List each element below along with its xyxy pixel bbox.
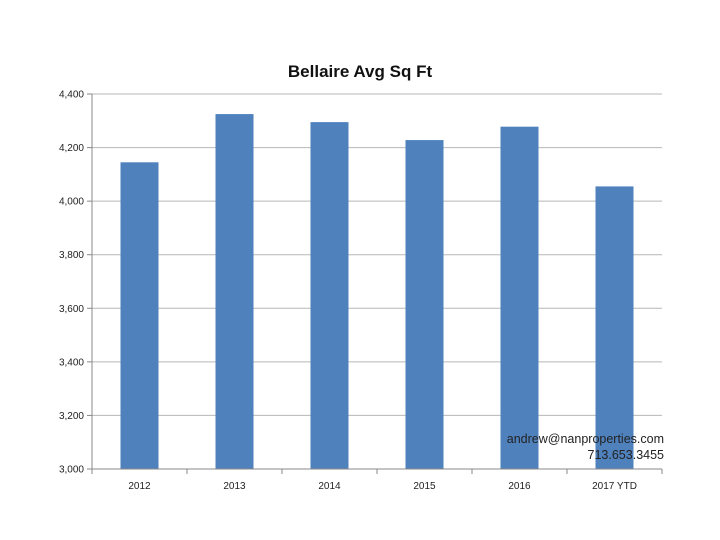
y-axis-ticks: 3,000 3,200 3,400 3,600 3,800 4,000 4,200 4,400 [59,90,92,476]
bar [595,186,634,470]
x-axis-ticks: 2012 2013 2014 2015 2016 2017 YTD [128,481,637,492]
gridlines [92,93,662,416]
bar [310,122,349,469]
x-tick-label: 2012 [128,481,151,492]
bar [215,114,254,469]
chart-title: Bellaire Avg Sq Ft [288,62,433,81]
y-tick-label: 3,200 [59,411,84,422]
x-axis [91,94,663,474]
x-tick-label: 2013 [223,481,246,492]
x-tick-label: 2015 [413,481,436,492]
y-tick-label: 4,400 [59,90,84,101]
x-tick-label: 2016 [508,481,531,492]
y-tick-label: 3,800 [59,250,84,261]
y-tick-label: 4,000 [59,197,84,208]
bar [120,162,159,469]
bar [405,140,444,470]
y-tick-label: 3,600 [59,304,84,315]
y-tick-label: 3,000 [59,465,84,476]
x-tick-label: 2017 YTD [592,481,637,492]
contact-email: andrew@nanproperties.com [507,432,664,446]
bars [120,114,634,470]
y-tick-label: 4,200 [59,143,84,154]
bar [500,126,539,469]
contact-phone: 713.653.3455 [588,448,665,462]
x-tick-label: 2014 [318,481,341,492]
y-tick-label: 3,400 [59,357,84,368]
